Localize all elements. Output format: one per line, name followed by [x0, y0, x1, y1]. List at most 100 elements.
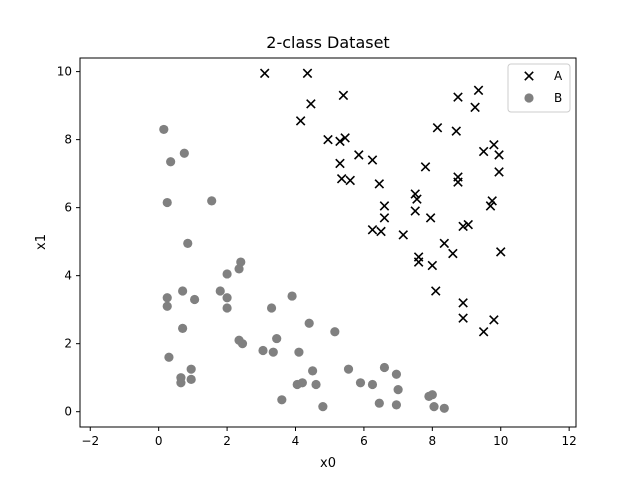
- data-point-b: [162, 293, 172, 303]
- y-tick-label: 4: [64, 269, 72, 283]
- legend-marker-b: [524, 93, 534, 103]
- data-point-a: [295, 116, 306, 126]
- data-point-b: [215, 286, 225, 296]
- data-point-a: [478, 327, 489, 337]
- data-point-b: [186, 364, 196, 374]
- data-point-a: [425, 213, 436, 223]
- data-point-b: [297, 378, 307, 388]
- data-point-b: [268, 347, 278, 357]
- data-point-b: [176, 378, 186, 388]
- data-point-b: [222, 303, 232, 313]
- data-point-a: [379, 213, 390, 223]
- data-point-a: [340, 133, 350, 143]
- x-tick-label: 12: [562, 434, 577, 448]
- data-point-a: [473, 85, 484, 96]
- data-point-b: [207, 196, 217, 206]
- data-point-a: [478, 146, 489, 157]
- data-point-a: [410, 189, 420, 199]
- data-point-a: [458, 221, 468, 232]
- data-point-a: [485, 201, 496, 211]
- data-point-a: [427, 260, 438, 271]
- data-point-b: [277, 395, 287, 405]
- y-tick-label: 8: [64, 133, 72, 147]
- data-point-b: [183, 238, 193, 248]
- data-point-b: [304, 318, 314, 328]
- data-point-a: [338, 90, 349, 101]
- data-point-b: [318, 401, 328, 412]
- data-point-a: [335, 158, 345, 169]
- data-point-a: [367, 155, 378, 165]
- x-tick-label: 2: [223, 434, 231, 448]
- data-point-b: [258, 345, 268, 356]
- legend-box: [507, 63, 571, 113]
- data-point-a: [448, 248, 458, 259]
- data-point-b: [179, 148, 189, 158]
- data-point-b: [287, 291, 297, 301]
- data-point-a: [432, 122, 443, 133]
- data-point-b: [429, 401, 439, 412]
- legend-marker-a: [524, 71, 534, 81]
- data-point-a: [379, 201, 390, 211]
- data-point-b: [162, 197, 172, 208]
- data-point-b: [166, 157, 176, 167]
- plot-area-frame: [79, 57, 577, 428]
- data-point-a: [376, 226, 386, 237]
- data-point-b: [266, 303, 277, 313]
- y-tick-label: 10: [57, 65, 72, 79]
- data-point-b: [178, 323, 188, 333]
- legend-x-marker-icon: [524, 71, 534, 81]
- x-tick-label: 4: [292, 434, 300, 448]
- data-point-a: [306, 99, 316, 109]
- data-point-b: [162, 301, 172, 311]
- data-point-a: [335, 136, 345, 147]
- data-point-a: [410, 206, 420, 216]
- data-point-a: [489, 315, 499, 325]
- data-point-b: [374, 398, 384, 408]
- ticks-layer: −2 0 2 4 6 8 10 12 0 2 4 6 8 10: [57, 65, 577, 448]
- data-point-b: [439, 403, 449, 413]
- data-point-b: [379, 362, 390, 373]
- data-point-b: [343, 364, 354, 374]
- data-point-b: [367, 379, 378, 390]
- x-tick-label: 8: [429, 434, 437, 448]
- data-point-a: [420, 162, 431, 172]
- data-point-b: [294, 347, 304, 357]
- y-axis-label: x1: [34, 234, 49, 250]
- legend-label-a: A: [554, 69, 563, 83]
- data-point-b: [272, 333, 282, 344]
- data-point-a: [413, 257, 424, 267]
- y-tick-label: 2: [64, 337, 72, 351]
- data-point-b: [330, 327, 340, 337]
- x-tick-label: −2: [81, 434, 99, 448]
- data-point-b: [186, 374, 196, 384]
- data-point-b: [391, 400, 402, 410]
- data-point-a: [458, 313, 468, 323]
- data-point-a: [463, 219, 474, 230]
- data-point-a: [412, 194, 422, 204]
- y-tick-label: 6: [64, 201, 72, 215]
- data-point-b: [393, 384, 403, 395]
- data-point-b: [164, 352, 174, 362]
- data-point-b: [236, 257, 246, 267]
- x-tick-label: 10: [493, 434, 508, 448]
- data-point-a: [494, 167, 504, 177]
- data-point-a: [302, 68, 313, 79]
- x-axis-label: x0: [320, 456, 336, 471]
- x-tick-label: 6: [360, 434, 368, 448]
- data-point-b: [178, 286, 188, 296]
- data-point-a: [367, 224, 378, 235]
- data-point-a: [336, 173, 347, 184]
- points-layer: [159, 68, 506, 413]
- data-point-b: [427, 390, 437, 400]
- data-point-b: [189, 294, 200, 305]
- data-point-a: [439, 238, 450, 249]
- data-point-a: [495, 247, 506, 257]
- data-point-b: [355, 378, 366, 388]
- data-point-b: [222, 293, 232, 303]
- x-tick-label: 0: [155, 434, 163, 448]
- data-point-a: [487, 196, 497, 206]
- data-point-b: [222, 269, 232, 279]
- data-point-b: [311, 379, 321, 390]
